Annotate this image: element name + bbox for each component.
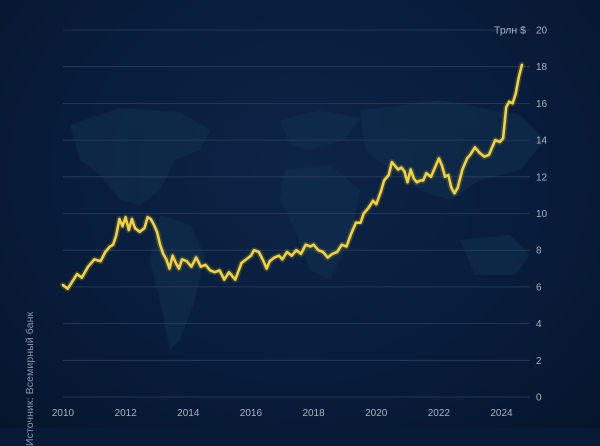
x-tick-label: 2016: [240, 408, 263, 419]
x-tick-label: 2020: [365, 408, 388, 419]
source-note: Источник: Всемирный банк: [24, 311, 36, 446]
series-line: [61, 63, 524, 291]
y-tick-label: 20: [536, 26, 548, 37]
y-tick-label: 2: [536, 356, 542, 367]
x-tick-label: 2010: [52, 408, 75, 419]
x-tick-label: 2018: [302, 408, 325, 419]
y-tick-label: 18: [536, 62, 548, 73]
y-tick-label: 6: [536, 282, 542, 293]
y-tick-label: 14: [536, 136, 548, 147]
y-tick-label: 12: [536, 172, 548, 183]
y-tick-label: 0: [536, 393, 542, 404]
x-tick-label: 2014: [177, 408, 200, 419]
y-tick-label: 10: [536, 209, 548, 220]
x-tick-label: 2012: [115, 408, 138, 419]
y-tick-label: 4: [536, 319, 542, 330]
y-tick-label: 16: [536, 99, 548, 110]
x-tick-label: 2024: [490, 408, 513, 419]
line-chart: 0 2 4 6 8 10 12 14 16 18 20 Трлн $ 2010 2012 2014 2016 2…: [52, 25, 548, 420]
world-map-background: [70, 100, 545, 350]
y-tick-label: 8: [536, 246, 542, 257]
x-tick-label: 2022: [428, 408, 451, 419]
unit-label: Трлн $: [494, 25, 526, 37]
